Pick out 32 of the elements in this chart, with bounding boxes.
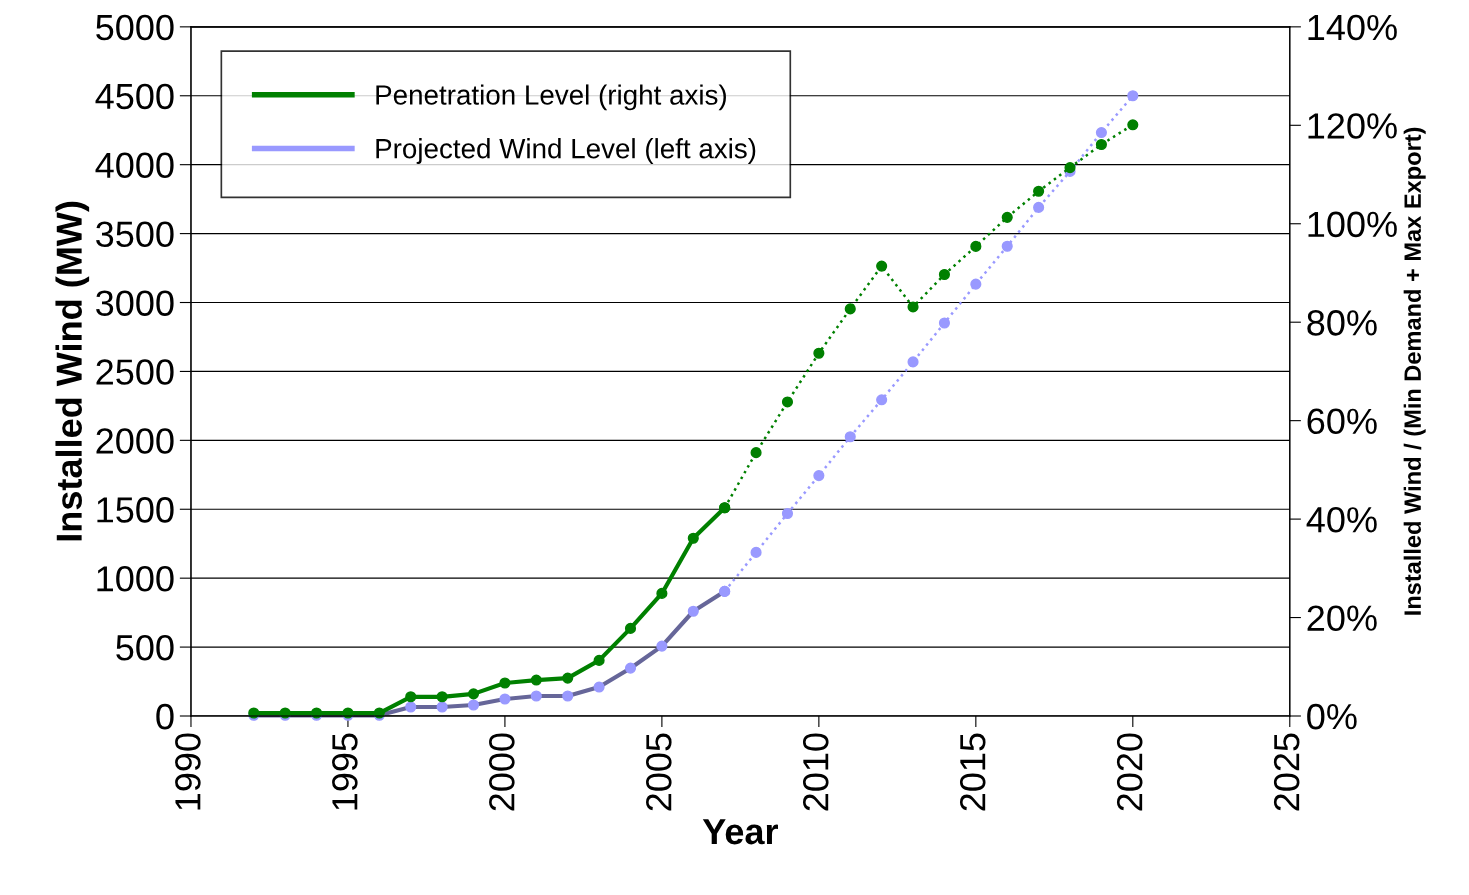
legend-label: Penetration Level (right axis) bbox=[376, 84, 726, 111]
y-tick-label: 5000 bbox=[96, 14, 174, 41]
y2-tick-label: 0% bbox=[1307, 703, 1357, 730]
y2-tick-label: 80% bbox=[1307, 310, 1377, 336]
x-tick-label: 2025 bbox=[1273, 733, 1300, 811]
y-tick-label: 2500 bbox=[96, 359, 174, 385]
x-tick-label: 2000 bbox=[489, 733, 515, 811]
y2-tick-label: 140% bbox=[1308, 14, 1397, 41]
x-axis-title: Year bbox=[702, 819, 778, 845]
y-tick-label: 0 bbox=[156, 703, 174, 730]
y2-axis-title: Installed Wind / (Min Demand + Max Export) bbox=[1403, 127, 1426, 615]
x-tick-label: 2015 bbox=[959, 733, 986, 811]
x-tick-label: 2020 bbox=[1116, 733, 1143, 811]
y-tick-label: 2000 bbox=[96, 428, 174, 454]
y-axis-title: Installed Wind (MW) bbox=[55, 201, 90, 541]
y2-tick-label: 100% bbox=[1308, 211, 1397, 238]
y2-tick-label: 40% bbox=[1306, 506, 1377, 533]
x-tick-label: 1995 bbox=[332, 733, 358, 810]
x-tick-label: 2005 bbox=[646, 733, 672, 811]
y-tick-label: 4000 bbox=[95, 152, 174, 179]
y-tick-label: 1000 bbox=[97, 566, 174, 592]
y2-tick-label: 120% bbox=[1308, 113, 1397, 139]
y-tick-label: 3000 bbox=[96, 290, 174, 316]
y-tick-label: 1500 bbox=[97, 497, 174, 523]
x-tick-label: 2010 bbox=[802, 733, 829, 811]
y2-tick-label: 20% bbox=[1307, 605, 1377, 631]
y2-tick-label: 60% bbox=[1307, 408, 1377, 435]
x-tick-label: 1990 bbox=[175, 733, 201, 810]
legend-label: Projected Wind Level (left axis) bbox=[376, 138, 756, 164]
y-tick-label: 4500 bbox=[95, 83, 174, 110]
y-tick-label: 3500 bbox=[96, 221, 174, 248]
y-tick-label: 500 bbox=[116, 634, 174, 661]
